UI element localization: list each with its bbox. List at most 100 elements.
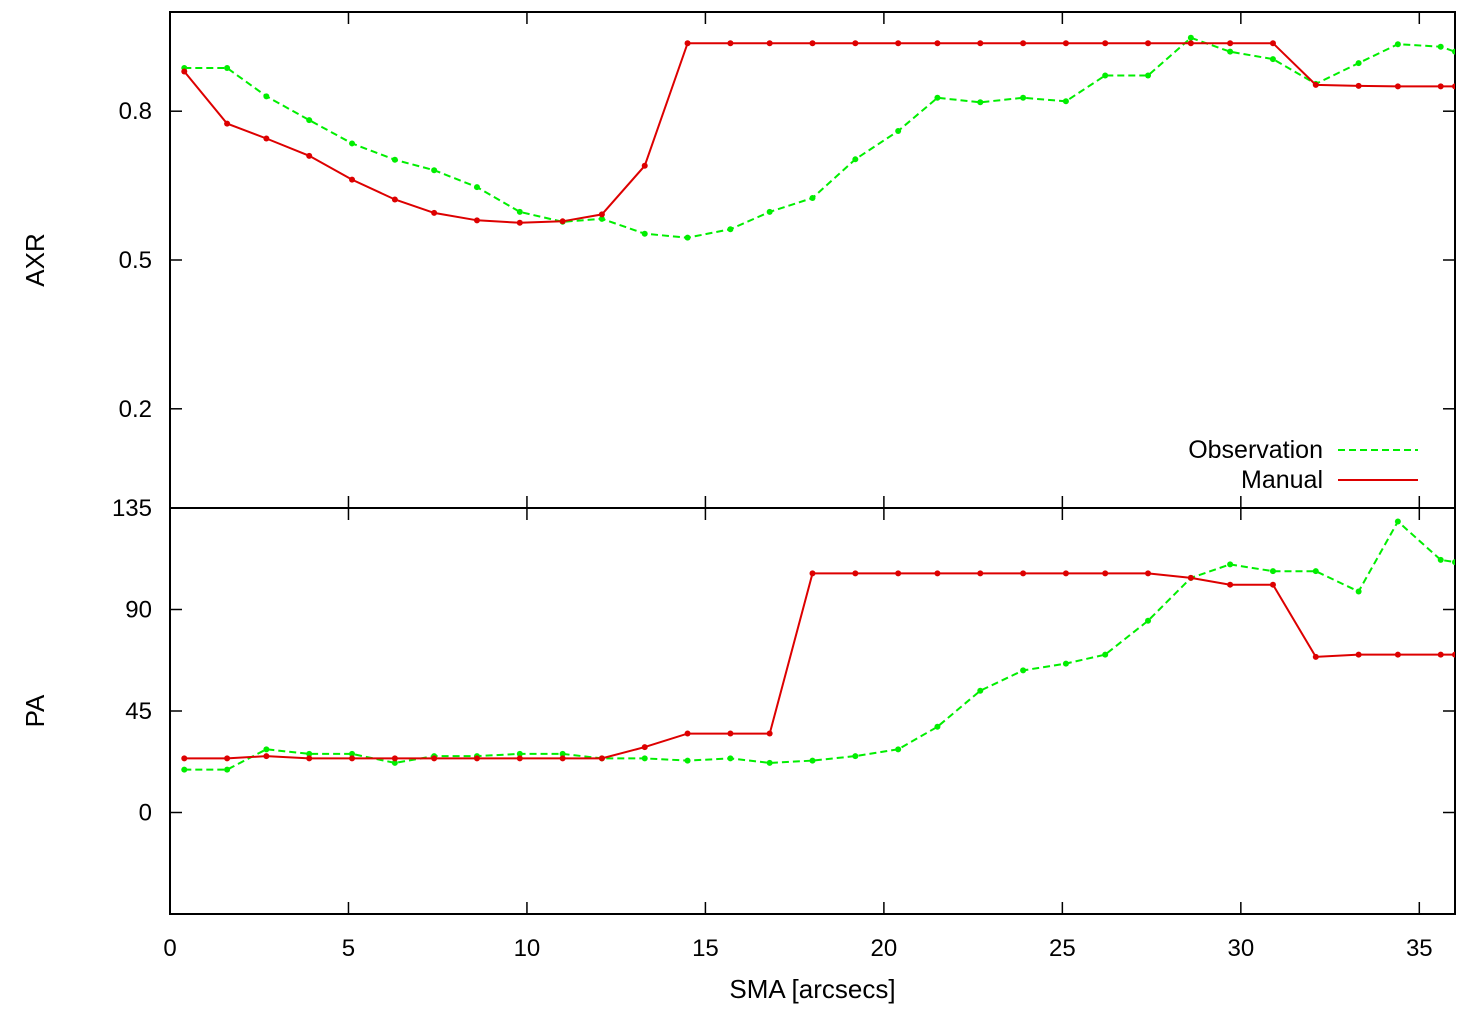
pa-manual-point xyxy=(1020,570,1027,577)
pa-observation-point xyxy=(391,759,398,766)
pa-manual-line xyxy=(184,572,1455,760)
axr-observation-point xyxy=(852,156,859,163)
axr-observation-point xyxy=(1062,98,1069,105)
axr-manual-point xyxy=(1355,82,1362,89)
pa-observation-point xyxy=(1437,556,1444,563)
pa-observation-point xyxy=(766,759,773,766)
pa-observation-point xyxy=(1394,518,1401,525)
pa-manual-point xyxy=(1437,651,1444,658)
pa-observation-point xyxy=(349,750,356,757)
legend-observation-label: Observation xyxy=(1188,436,1323,464)
axr-manual-point xyxy=(181,68,188,75)
axr-series-group xyxy=(181,34,1455,241)
pa-observation-point xyxy=(1452,559,1455,566)
pa-manual-point xyxy=(473,755,480,762)
axr-observation-point xyxy=(1355,60,1362,67)
axr-observation-point xyxy=(1437,43,1444,50)
axr-observation-point xyxy=(598,215,605,222)
pa-manual-point xyxy=(1269,581,1276,588)
axr-observation-point xyxy=(391,156,398,163)
axr-manual-line xyxy=(183,42,1455,224)
axr-manual-point xyxy=(1227,40,1234,47)
pa-manual-point xyxy=(934,570,941,577)
axr-observation-point xyxy=(1452,48,1455,55)
pa-observation-point xyxy=(1312,568,1319,575)
axr-observation-line xyxy=(184,36,1455,239)
axr-observation-point xyxy=(934,94,941,101)
pa-observation-point xyxy=(684,757,691,764)
pa-observation-point xyxy=(641,755,648,762)
axr-manual-point xyxy=(224,120,231,127)
axr-manual-point xyxy=(977,40,984,47)
axr-ytick-label: 0.5 xyxy=(119,247,152,274)
axr-manual-point xyxy=(1020,40,1027,47)
pa-xtick-label: 20 xyxy=(871,935,898,962)
pa-manual-point xyxy=(1102,570,1109,577)
axr-manual-point xyxy=(1312,81,1319,88)
pa-plot-frame xyxy=(169,507,1456,915)
axr-manual-point xyxy=(727,40,734,47)
axr-observation-point xyxy=(1187,34,1194,41)
axr-manual-point xyxy=(895,40,902,47)
pa-manual-point xyxy=(641,744,648,751)
pa-observation-point xyxy=(516,750,523,757)
axr-manual-point xyxy=(934,40,941,47)
axr-manual-point xyxy=(641,162,648,169)
axr-manual-point xyxy=(1062,40,1069,47)
axr-observation-point xyxy=(263,93,270,100)
pa-xtick-label: 5 xyxy=(342,935,355,962)
axr-observation-point xyxy=(895,128,902,135)
axr-observation-point xyxy=(684,234,691,241)
pa-xlabel: SMA [arcsecs] xyxy=(729,974,895,1004)
axr-manual-point xyxy=(431,209,438,216)
axr-manual-point xyxy=(559,218,566,225)
axr-manual-point xyxy=(1187,40,1194,47)
pa-observation-point xyxy=(181,766,188,773)
pa-observation-point xyxy=(1062,660,1069,667)
series-layer xyxy=(181,34,1455,773)
pa-observation-point xyxy=(1355,588,1362,595)
axr-observation-point xyxy=(766,208,773,215)
axr-ylabel: AXR xyxy=(20,233,50,286)
pa-observation-point xyxy=(809,757,816,764)
axr-observation-point xyxy=(1145,72,1152,79)
pa-manual-point xyxy=(766,730,773,737)
pa-manual-point xyxy=(391,755,398,762)
pa-manual-point xyxy=(852,570,859,577)
pa-ytick-label: 90 xyxy=(125,597,152,624)
pa-observation-point xyxy=(306,750,313,757)
pa-ytick-label: 0 xyxy=(139,800,152,827)
pa-observation-point xyxy=(1269,568,1276,575)
pa-observation-point xyxy=(224,766,231,773)
pa-ytick-label: 45 xyxy=(125,698,152,725)
pa-ytick-label: 135 xyxy=(112,495,152,522)
axr-observation-point xyxy=(809,195,816,201)
axr-manual-point xyxy=(1145,40,1152,47)
pa-manual-point xyxy=(684,730,691,737)
axr-observation-point xyxy=(1394,41,1401,48)
pa-manual-point xyxy=(598,755,605,762)
axr-manual-point xyxy=(1437,83,1444,90)
axr-observation-point xyxy=(349,140,356,147)
axr-observation-point xyxy=(1102,72,1109,79)
pa-manual-point xyxy=(727,730,734,737)
pa-xtick-label: 15 xyxy=(692,935,719,962)
pa-manual-point xyxy=(1187,574,1194,581)
axr-observation-point xyxy=(516,208,523,215)
pa-observation-point xyxy=(1020,667,1027,674)
axr-manual-point xyxy=(852,40,859,47)
pa-manual-point xyxy=(1062,570,1069,577)
pa-observation-line xyxy=(184,519,1455,771)
pa-manual-point xyxy=(349,755,356,762)
axr-observation-point xyxy=(1227,48,1234,55)
pa-manual-point xyxy=(306,755,313,762)
pa-observation-point xyxy=(895,746,902,753)
axr-observation-point xyxy=(431,167,438,174)
pa-observation-point xyxy=(559,750,566,757)
axr-manual-point xyxy=(473,217,480,224)
axr-observation-point xyxy=(1269,56,1276,63)
axr-observation-point xyxy=(224,65,231,72)
axr-manual-point xyxy=(1452,83,1455,90)
